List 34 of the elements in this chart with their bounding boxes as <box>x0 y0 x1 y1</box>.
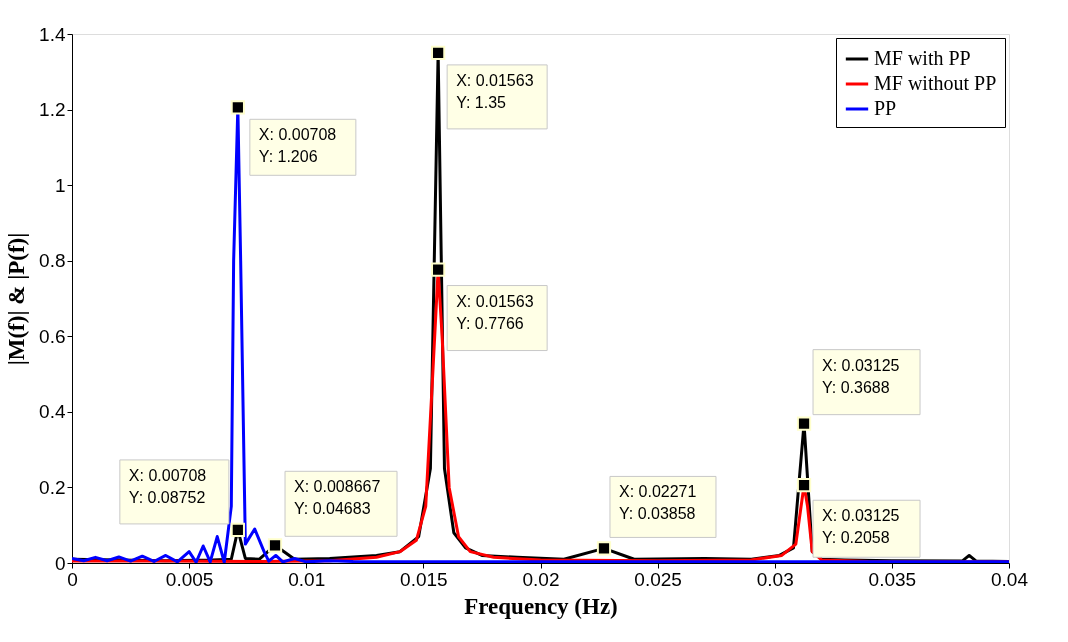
annotation: X: 0.01563 Y: 0.7766 <box>456 292 534 332</box>
annotation: X: 0.02271 Y: 0.03858 <box>618 483 697 523</box>
legend-label: MF without PP <box>874 72 997 94</box>
y-tick-label: 0.2 <box>39 476 66 498</box>
y-tick-label: 1.2 <box>39 99 66 121</box>
y-tick-label: 0.8 <box>39 250 66 272</box>
x-tick-label: 0.03 <box>756 568 794 590</box>
legend-label: MF with PP <box>874 47 971 69</box>
point <box>431 45 446 61</box>
point <box>267 538 283 553</box>
annotation: X: 0.03125 Y: 0.3688 <box>822 356 900 396</box>
point <box>596 541 612 556</box>
y-tick-label: 0.6 <box>39 325 66 347</box>
x-tick-label: 0.04 <box>991 568 1029 590</box>
x-tick-label: 0.025 <box>634 568 682 590</box>
annotation: X: 0.01563 Y: 1.35 <box>456 71 534 111</box>
annotation: X: 0.00708 Y: 1.206 <box>258 126 337 166</box>
x-tick-label: 0.01 <box>288 568 326 590</box>
point <box>230 522 245 538</box>
y-tick-label: 1.4 <box>39 23 66 45</box>
annotation: X: 0.03125 Y: 0.2058 <box>822 507 900 547</box>
annotation: X: 0.008667 Y: 0.04683 <box>294 478 381 518</box>
x-tick-label: 0.005 <box>165 568 214 590</box>
annotation: X: 0.00708 Y: 0.08752 <box>128 466 207 506</box>
x-tick-label: 0.015 <box>400 568 448 590</box>
x-tick-label: 0.02 <box>522 568 560 590</box>
x-axis-title: Frequency (Hz) <box>464 593 618 619</box>
legend-label: PP <box>874 97 897 119</box>
x-tick-label: 0.035 <box>868 568 917 590</box>
y-axis-title: |M(f)| & |P(f)| <box>4 232 30 366</box>
y-tick-label: 0 <box>54 552 66 574</box>
y-tick-label: 1 <box>54 174 66 196</box>
y-tick-label: 0.4 <box>39 401 66 423</box>
point <box>796 416 812 431</box>
